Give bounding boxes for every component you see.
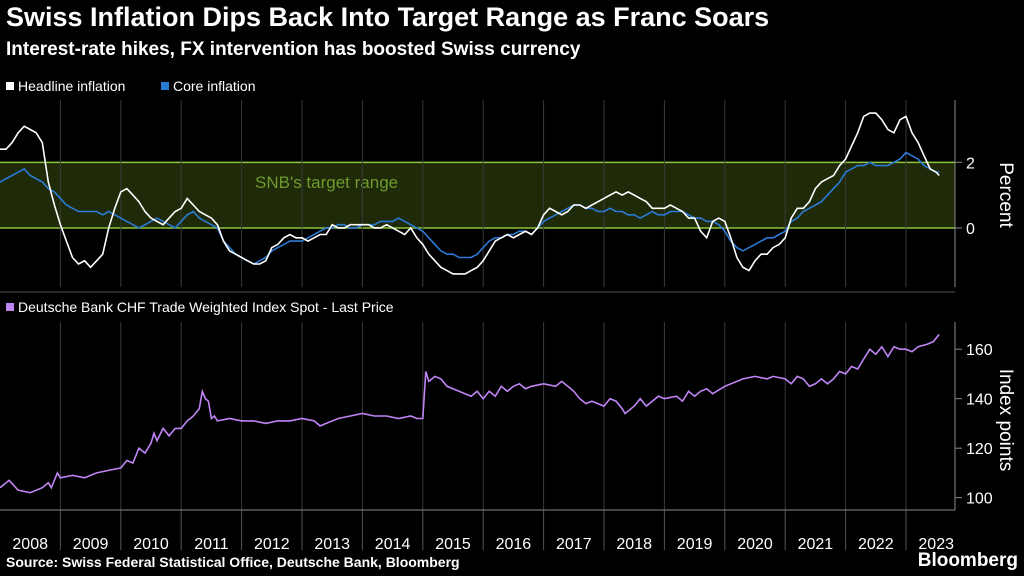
x-tick-label: 2008	[12, 536, 48, 553]
index-y-label: Index points	[995, 369, 1016, 471]
y-tick-label: 0	[966, 221, 975, 238]
x-axis-year-labels: 2008 2009 2010 2011 2012 2013 2014 2015 2016 2017…	[12, 510, 954, 553]
x-tick-label: 2014	[375, 536, 411, 553]
x-tick-label: 2017	[556, 536, 592, 553]
core-inflation-line	[0, 151, 940, 265]
legend-index-swatch	[6, 303, 14, 311]
inflation-panel: SNB's target range 02 Percent	[0, 100, 1016, 287]
x-tick-label: 2016	[496, 536, 532, 553]
legend-headline-swatch	[6, 82, 14, 90]
y-tick-label: 140	[966, 392, 993, 409]
headline-inflation-line	[0, 112, 940, 275]
x-tick-label: 2019	[677, 536, 713, 553]
inflation-year-gridlines	[59, 100, 907, 287]
x-tick-label: 2021	[798, 536, 834, 553]
y-tick-label: 120	[966, 441, 993, 458]
inflation-y-ticks: 02	[955, 155, 975, 238]
source-note: Source: Swiss Federal Statistical Office…	[6, 554, 460, 570]
target-range-label: SNB's target range	[255, 173, 398, 192]
index-year-gridlines	[59, 322, 907, 510]
chart-title: Swiss Inflation Dips Back Into Target Ra…	[6, 2, 770, 32]
chart-subtitle: Interest-rate hikes, FX intervention has…	[6, 39, 581, 60]
x-tick-label: 2023	[918, 536, 954, 553]
franc-index-panel: 100 120 140 160 Index points	[0, 322, 1016, 510]
x-tick-label: 2011	[194, 536, 229, 553]
y-tick-label: 100	[966, 491, 993, 508]
x-tick-label: 2018	[616, 536, 652, 553]
y-tick-label: 2	[966, 155, 975, 172]
x-tick-label: 2010	[133, 536, 169, 553]
x-tick-label: 2015	[435, 536, 471, 553]
legend-core: Core inflation	[161, 78, 256, 94]
bloomberg-logo: Bloomberg	[917, 550, 1018, 571]
legend-headline: Headline inflation	[6, 78, 125, 94]
y-tick-label: 160	[966, 342, 993, 359]
inflation-y-label: Percent	[995, 162, 1016, 228]
target-range-band	[0, 162, 955, 228]
legend-core-label: Core inflation	[173, 78, 256, 94]
x-tick-label: 2009	[73, 536, 109, 553]
legend-index-label: Deutsche Bank CHF Trade Weighted Index S…	[18, 299, 394, 315]
x-tick-label: 2013	[314, 536, 350, 553]
legend-index: Deutsche Bank CHF Trade Weighted Index S…	[6, 299, 394, 315]
chf-index-line	[0, 333, 940, 494]
legend-headline-label: Headline inflation	[18, 78, 126, 94]
x-tick-label: 2022	[858, 536, 894, 553]
x-tick-label: 2012	[254, 536, 290, 553]
index-y-ticks: 100 120 140 160	[955, 342, 993, 508]
x-tick-label: 2020	[737, 536, 773, 553]
legend-core-swatch	[161, 82, 169, 90]
